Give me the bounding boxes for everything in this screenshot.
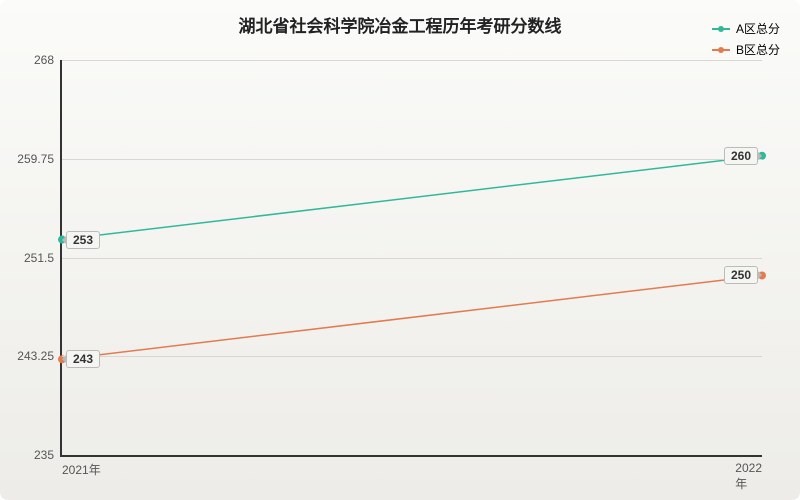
series-line-b	[62, 275, 762, 359]
x-tick-label: 2022年	[735, 455, 762, 492]
chart-container: 湖北省社会科学院冶金工程历年考研分数线 A区总分 B区总分 235 243.25 2…	[0, 0, 800, 500]
y-tick-label: 268	[34, 53, 62, 67]
legend-item-b: B区总分	[712, 41, 780, 58]
legend-label-b: B区总分	[736, 41, 780, 58]
legend-item-a: A区总分	[712, 20, 780, 37]
legend-swatch-b	[712, 49, 730, 51]
y-tick-label: 243.25	[17, 349, 62, 363]
legend: A区总分 B区总分	[712, 20, 780, 62]
y-tick-label: 235	[34, 448, 62, 462]
grid-line	[62, 159, 762, 160]
series-line-a	[62, 156, 762, 240]
legend-swatch-a	[712, 28, 730, 30]
x-tick-label: 2021年	[62, 455, 101, 478]
grid-line	[62, 356, 762, 357]
legend-label-a: A区总分	[736, 20, 780, 37]
y-tick-label: 251.5	[24, 251, 62, 265]
grid-line	[62, 258, 762, 259]
chart-title: 湖北省社会科学院冶金工程历年考研分数线	[0, 12, 800, 37]
grid-line	[62, 60, 762, 61]
value-label: 243	[66, 350, 100, 368]
value-label: 260	[724, 147, 758, 165]
value-label: 250	[724, 266, 758, 284]
value-label: 253	[66, 231, 100, 249]
y-tick-label: 259.75	[17, 152, 62, 166]
plot-area: 235243.25251.5259.752682021年2022年2532602…	[60, 60, 762, 457]
